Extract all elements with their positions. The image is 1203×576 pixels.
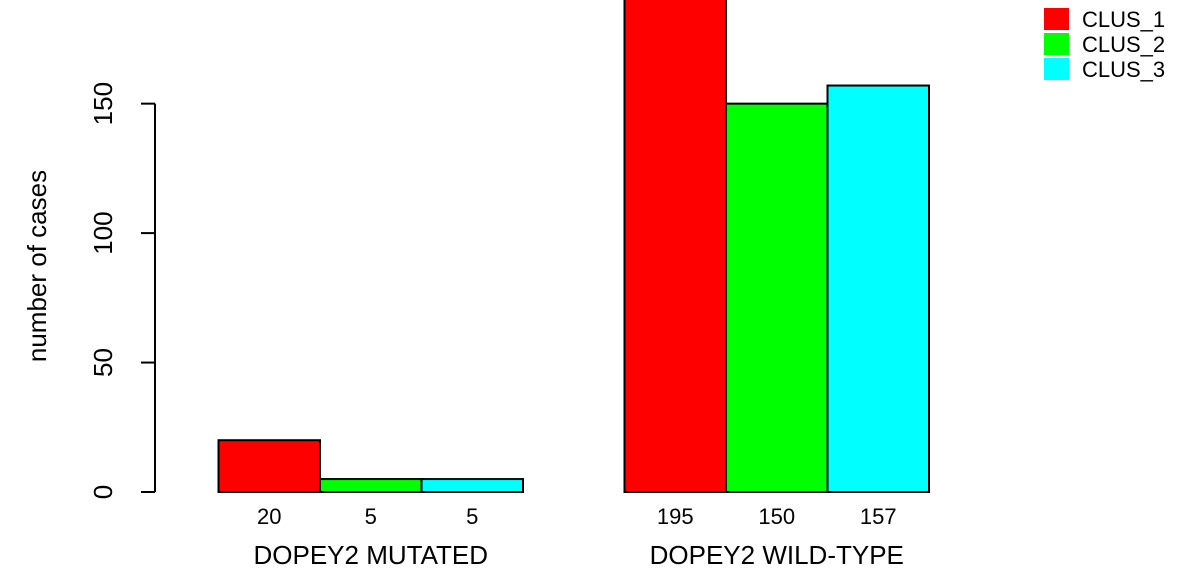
y-tick-label: 100	[88, 211, 118, 254]
bar-value-label: 5	[365, 504, 377, 529]
y-tick-label: 50	[88, 348, 118, 377]
category-label: DOPEY2 MUTATED	[253, 540, 488, 570]
bar	[623, 0, 727, 494]
category-label: DOPEY2 WILD-TYPE	[650, 540, 904, 570]
legend-swatch	[1044, 8, 1069, 30]
bar	[725, 102, 829, 494]
value-labels: 20 5 5 195 150 157	[257, 504, 897, 529]
bar	[420, 478, 524, 493]
bar-value-label: 195	[657, 504, 694, 529]
bar	[217, 439, 321, 493]
y-tick-label: 150	[88, 82, 118, 125]
bar	[826, 84, 930, 493]
bar-value-label: 150	[758, 504, 795, 529]
bars	[217, 0, 930, 494]
legend-swatch	[1044, 58, 1069, 80]
y-axis-label: number of cases	[22, 170, 52, 362]
bar-value-label: 157	[860, 504, 897, 529]
legend-label: CLUS_3	[1082, 57, 1165, 82]
bar-value-label: 20	[257, 504, 281, 529]
bar	[319, 478, 423, 493]
bar-value-label: 5	[466, 504, 478, 529]
legend-swatch	[1044, 33, 1069, 55]
legend-label: CLUS_1	[1082, 7, 1165, 32]
y-tick-label: 0	[88, 485, 118, 499]
category-labels: DOPEY2 MUTATED DOPEY2 WILD-TYPE	[253, 540, 903, 570]
legend-label: CLUS_2	[1082, 32, 1165, 57]
y-axis: 0 50 100 150	[88, 82, 156, 499]
